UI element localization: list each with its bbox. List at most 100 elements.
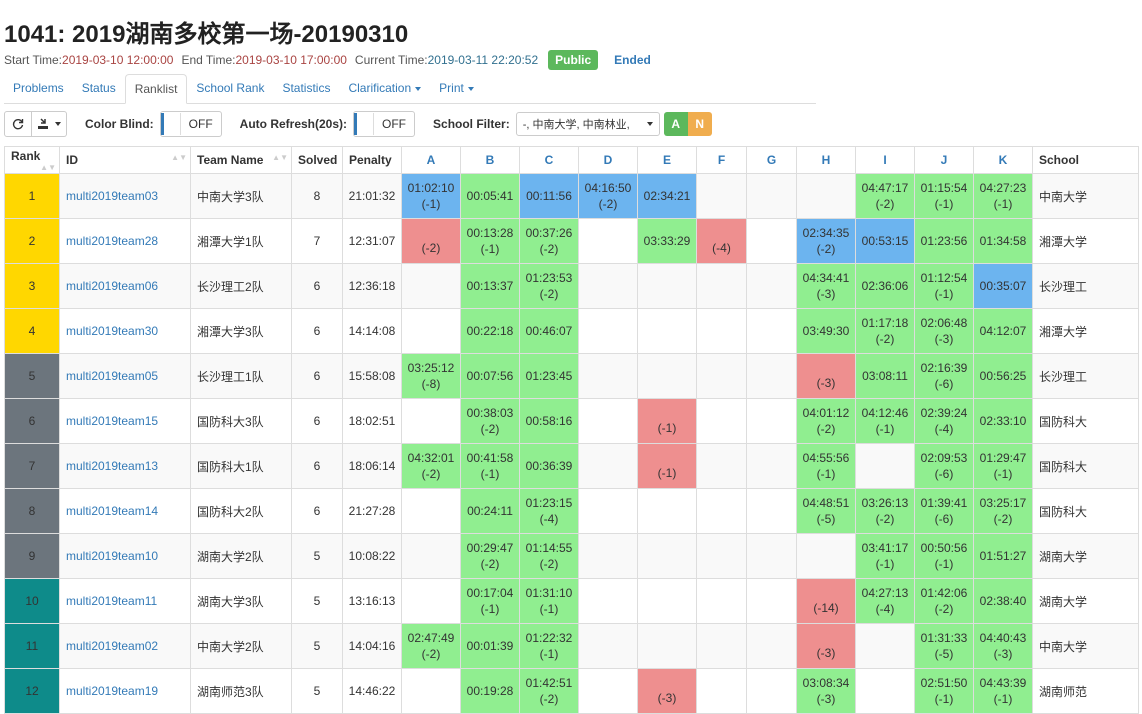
school-filter-select[interactable]: -, 中南大学, 中南林业, [515, 112, 660, 136]
accepted-time: 01:15:54 [920, 181, 968, 195]
team-name-cell: 湖南师范3队 [190, 668, 292, 714]
penalty-cell: 21:27:28 [342, 488, 402, 534]
team-id-link[interactable]: multi2019team19 [59, 668, 191, 714]
rank-cell: 1 [4, 173, 60, 219]
failed-attempts: (-1) [539, 647, 559, 661]
failed-attempts: (-1) [993, 197, 1013, 211]
problem-cell: 00:22:18 [460, 308, 520, 354]
header-problem-d[interactable]: D [578, 146, 638, 174]
problem-cell: 00:38:03 (-2) [460, 398, 520, 444]
team-id-link[interactable]: multi2019team03 [59, 173, 191, 219]
problem-cell: 00:13:28 (-1) [460, 218, 520, 264]
auto-refresh-value: OFF [382, 117, 407, 131]
accepted-time: 02:36:06 [861, 279, 909, 293]
problem-cell: 01:42:51 (-2) [519, 668, 579, 714]
header-problem-j[interactable]: J [914, 146, 974, 174]
failed-attempts: (-2) [816, 242, 836, 256]
accepted-time: 00:36:39 [525, 459, 573, 473]
accepted-time: 01:23:15 [525, 496, 573, 510]
problem-cell [578, 398, 638, 444]
header-problem-b[interactable]: B [460, 146, 520, 174]
failed-attempts: (-2) [539, 692, 559, 706]
team-id-link[interactable]: multi2019team28 [59, 218, 191, 264]
sort-icon: ▲▼ [40, 162, 56, 172]
header-problem-i[interactable]: I [855, 146, 915, 174]
failed-attempts: (-2) [480, 422, 500, 436]
header-problem-k[interactable]: K [973, 146, 1033, 174]
problem-cell [637, 263, 697, 309]
color-blind-toggle[interactable]: OFF [159, 111, 222, 137]
team-id-link[interactable]: multi2019team06 [59, 263, 191, 309]
accepted-time: 01:17:18 [861, 316, 909, 330]
accepted-time: 03:08:34 [802, 676, 850, 690]
header-penalty[interactable]: Penalty [342, 146, 402, 174]
failed-attempts: (-1) [480, 467, 500, 481]
team-id-link[interactable]: multi2019team11 [59, 578, 191, 624]
problem-cell: 00:29:47 (-2) [460, 533, 520, 579]
rank-cell: 7 [4, 443, 60, 489]
accepted-time: 01:22:32 [525, 631, 573, 645]
problem-cell: 02:39:24 (-4) [914, 398, 974, 444]
problem-cell [578, 623, 638, 669]
problem-cell: 01:42:06 (-2) [914, 578, 974, 624]
team-id-link[interactable]: multi2019team14 [59, 488, 191, 534]
tab-problems[interactable]: Problems [13, 81, 64, 95]
failed-attempts: (-1) [657, 466, 677, 480]
refresh-icon [12, 119, 24, 130]
header-problem-c[interactable]: C [519, 146, 579, 174]
problem-cell [696, 623, 747, 669]
problem-cell: 03:49:30 [796, 308, 856, 354]
problem-cell [696, 443, 747, 489]
accepted-time: 00:38:03 [466, 406, 514, 420]
failed-attempts: (-4) [875, 602, 895, 616]
tab-status[interactable]: Status [81, 81, 116, 95]
school-cell: 中南大学 [1032, 623, 1139, 669]
accepted-time: 01:23:45 [525, 369, 573, 383]
header-rank[interactable]: Rank ▲▼ [4, 146, 60, 174]
accepted-time: 00:37:26 [525, 226, 573, 240]
solved-cell: 5 [291, 578, 343, 624]
tab-print[interactable]: Print [430, 74, 483, 103]
header-problem-e[interactable]: E [637, 146, 697, 174]
rank-cell: 2 [4, 218, 60, 264]
refresh-button[interactable] [4, 111, 32, 137]
filter-all-button[interactable]: A [663, 112, 688, 136]
team-id-link[interactable]: multi2019team10 [59, 533, 191, 579]
accepted-time: 02:47:49 [407, 631, 455, 645]
team-id-link[interactable]: multi2019team30 [59, 308, 191, 354]
problem-cell [578, 218, 638, 264]
tab-school-rank[interactable]: School Rank [196, 81, 265, 95]
team-id-link[interactable]: multi2019team02 [59, 623, 191, 669]
header-problem-h[interactable]: H [796, 146, 856, 174]
ranklist-table: Rank ▲▼ ID ▲▼ Team Name ▲▼ Solved Penalty A… [4, 146, 1139, 714]
tab-statistics[interactable]: Statistics [282, 81, 331, 95]
header-id[interactable]: ID ▲▼ [59, 146, 191, 174]
header-problem-f[interactable]: F [696, 146, 747, 174]
problem-cell [746, 443, 797, 489]
export-button[interactable] [32, 111, 67, 137]
problem-cell: 04:12:46 (-1) [855, 398, 915, 444]
table-row: 3 multi2019team06 长沙理工2队 6 12:36:18 00:13:37 0… [4, 263, 1139, 309]
team-id-link[interactable]: multi2019team05 [59, 353, 191, 399]
team-id-link[interactable]: multi2019team13 [59, 443, 191, 489]
caret-down-icon [55, 122, 61, 126]
header-solved[interactable]: Solved [291, 146, 343, 174]
header-team-name[interactable]: Team Name ▲▼ [190, 146, 292, 174]
header-problem-g[interactable]: G [746, 146, 797, 174]
problem-cell [401, 263, 461, 309]
problem-cell [578, 578, 638, 624]
problem-cell [637, 533, 697, 579]
filter-none-button[interactable]: N [687, 112, 712, 136]
table-header-row: Rank ▲▼ ID ▲▼ Team Name ▲▼ Solved Penalty A… [4, 146, 1139, 174]
tab-ranklist[interactable]: Ranklist [124, 74, 188, 104]
failed-attempts: (-2) [875, 332, 895, 346]
team-id-link[interactable]: multi2019team15 [59, 398, 191, 444]
accepted-time: 01:23:53 [525, 271, 573, 285]
table-row: 4 multi2019team30 湘潭大学3队 6 14:14:08 00:22:18 0… [4, 308, 1139, 354]
header-problem-a[interactable]: A [401, 146, 461, 174]
auto-refresh-toggle[interactable]: OFF [353, 111, 416, 137]
tab-clarification[interactable]: Clarification [339, 74, 430, 103]
problem-cell: 00:50:56 (-1) [914, 533, 974, 579]
accepted-time: 04:47:17 [861, 181, 909, 195]
accepted-time: 04:27:23 [979, 181, 1027, 195]
